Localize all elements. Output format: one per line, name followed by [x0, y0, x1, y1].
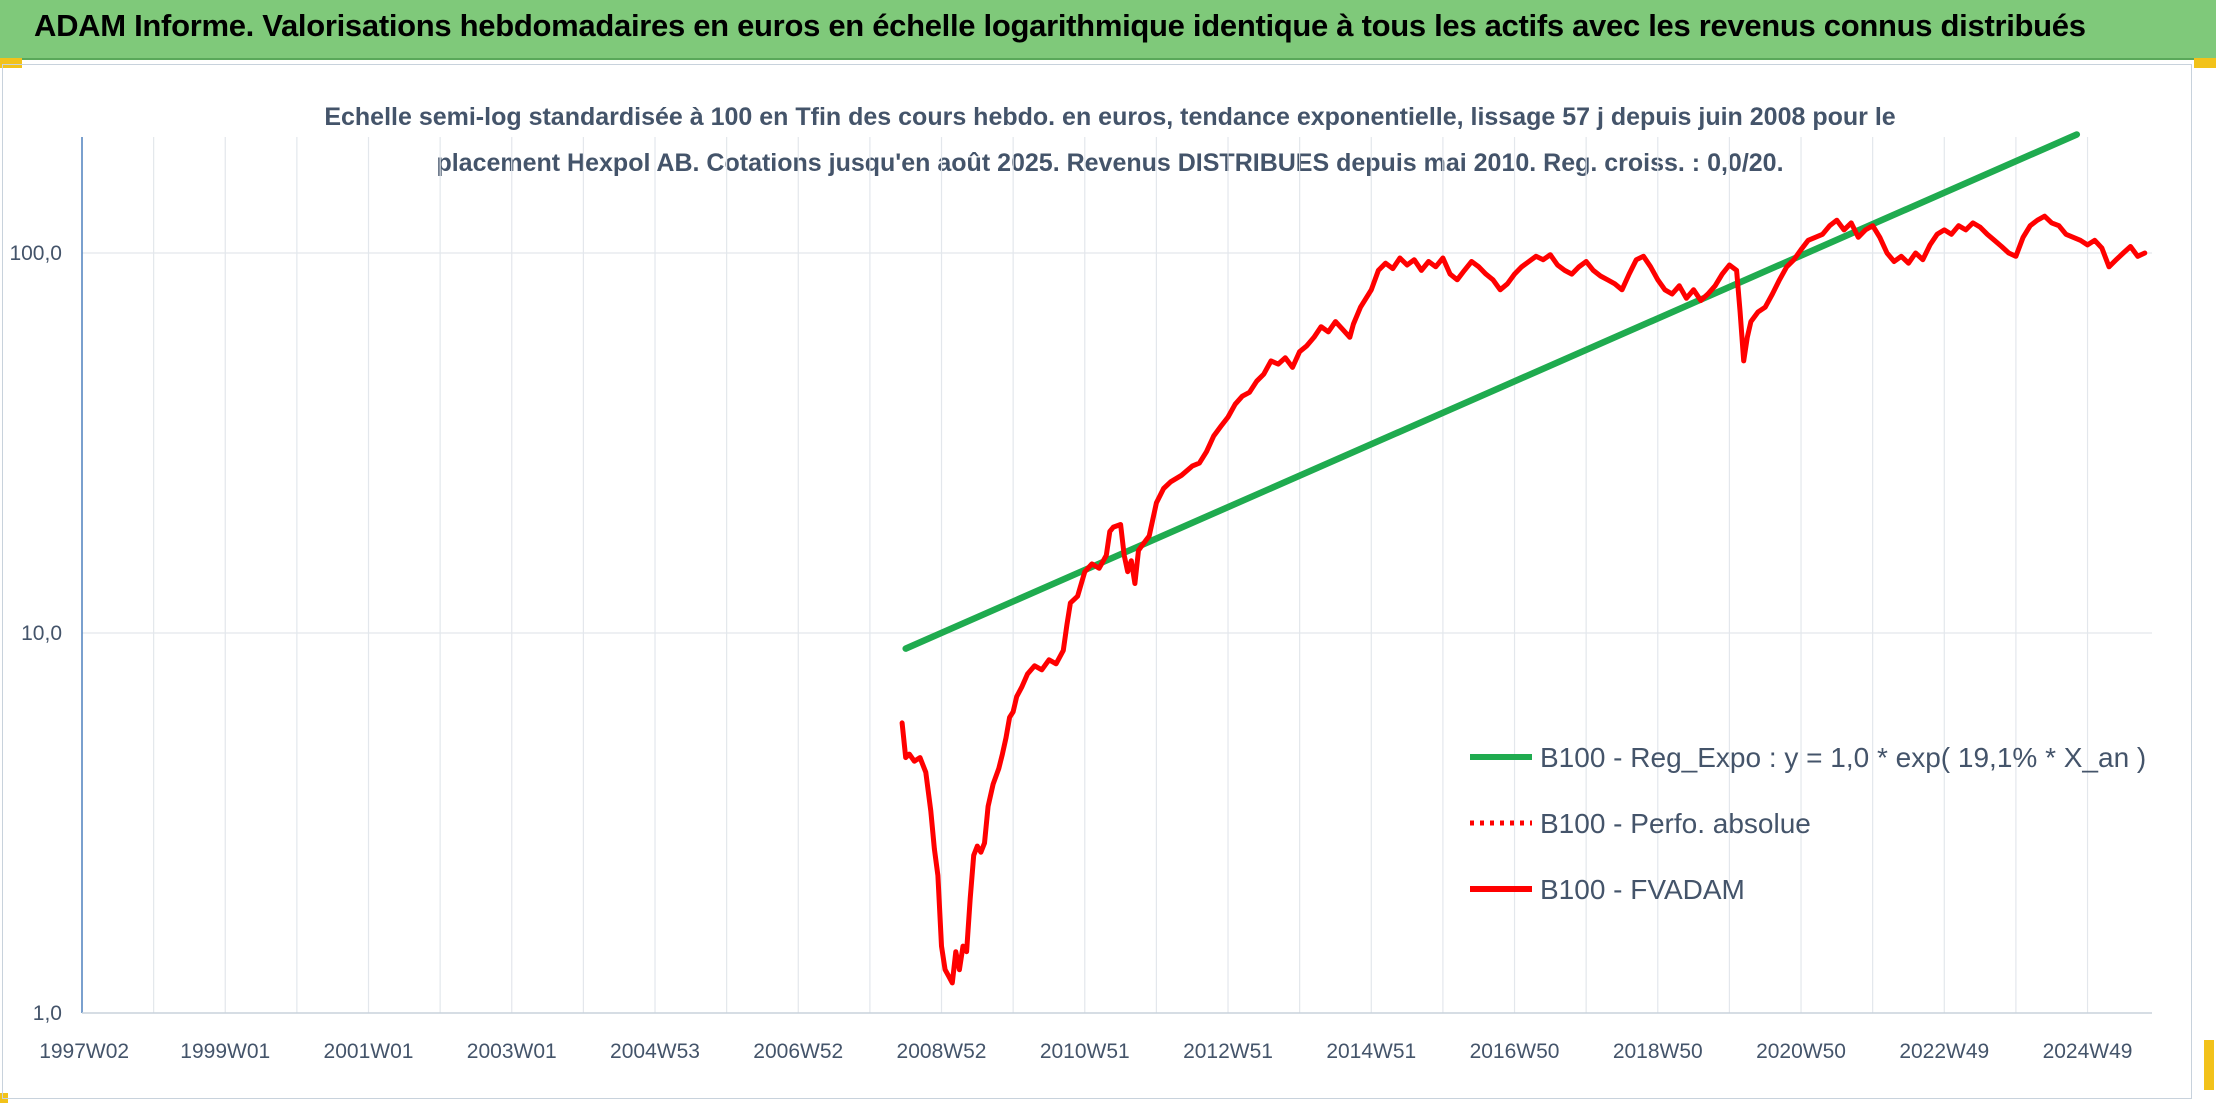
x-tick-label: 1997W02 — [39, 1040, 129, 1063]
chart-subtitle: Echelle semi-log standardisée à 100 en T… — [180, 94, 2040, 186]
chart-subtitle-line-1: Echelle semi-log standardisée à 100 en T… — [324, 103, 1896, 131]
x-tick-label: 2004W53 — [610, 1040, 700, 1063]
vertical-gridlines — [153, 137, 2089, 1013]
x-tick-label: 2016W50 — [1470, 1040, 1560, 1063]
legend-label-0: B100 - Reg_Expo : y = 1,0 * exp( 19,1% *… — [1540, 742, 2146, 773]
x-tick-label: 2020W50 — [1756, 1040, 1846, 1063]
x-tick-label: 2001W01 — [324, 1040, 414, 1063]
y-tick-label: 1,0 — [33, 1002, 62, 1025]
report-banner: ADAM Informe. Valorisations hebdomadaire… — [0, 0, 2216, 60]
chart-subtitle-line-2: placement Hexpol AB. Cotations jusqu'en … — [436, 149, 1784, 177]
x-tick-label: 2024W49 — [2043, 1040, 2133, 1063]
x-tick-labels: 1997W02 1999W01 2001W01 2003W01 2004W53 2006W… — [39, 1040, 2132, 1063]
x-tick-label: 2006W52 — [753, 1040, 843, 1063]
x-tick-label: 2022W49 — [1899, 1040, 1989, 1063]
series-line-2 — [899, 213, 2148, 986]
x-tick-label: 2008W52 — [897, 1040, 987, 1063]
legend-label-1: B100 - Perfo. absolue — [1540, 808, 1811, 839]
x-tick-label: 2003W01 — [467, 1040, 557, 1063]
chart-legend: B100 - Reg_Expo : y = 1,0 * exp( 19,1% *… — [1470, 742, 2146, 905]
x-tick-label: 1999W01 — [180, 1040, 270, 1063]
horizontal-gridlines — [82, 252, 2152, 634]
corner-mark-left — [0, 58, 22, 68]
x-tick-label: 2012W51 — [1183, 1040, 1273, 1063]
chart-frame — [2, 64, 2192, 1099]
legend-label-2: B100 - FVADAM — [1540, 874, 1745, 905]
x-tick-label: 2014W51 — [1326, 1040, 1416, 1063]
series-group — [899, 131, 2148, 986]
series-line-0 — [902, 131, 2081, 652]
corner-mark-bottom-right — [2204, 1040, 2214, 1090]
corner-mark-right — [2194, 58, 2216, 68]
y-tick-label: 10,0 — [21, 622, 62, 645]
report-title: ADAM Informe. Valorisations hebdomadaire… — [34, 8, 2086, 43]
y-tick-labels: 1,0 10,0 100,0 — [9, 242, 62, 1025]
x-tick-label: 2018W50 — [1613, 1040, 1703, 1063]
y-tick-label: 100,0 — [9, 242, 62, 265]
x-tick-label: 2010W51 — [1040, 1040, 1130, 1063]
